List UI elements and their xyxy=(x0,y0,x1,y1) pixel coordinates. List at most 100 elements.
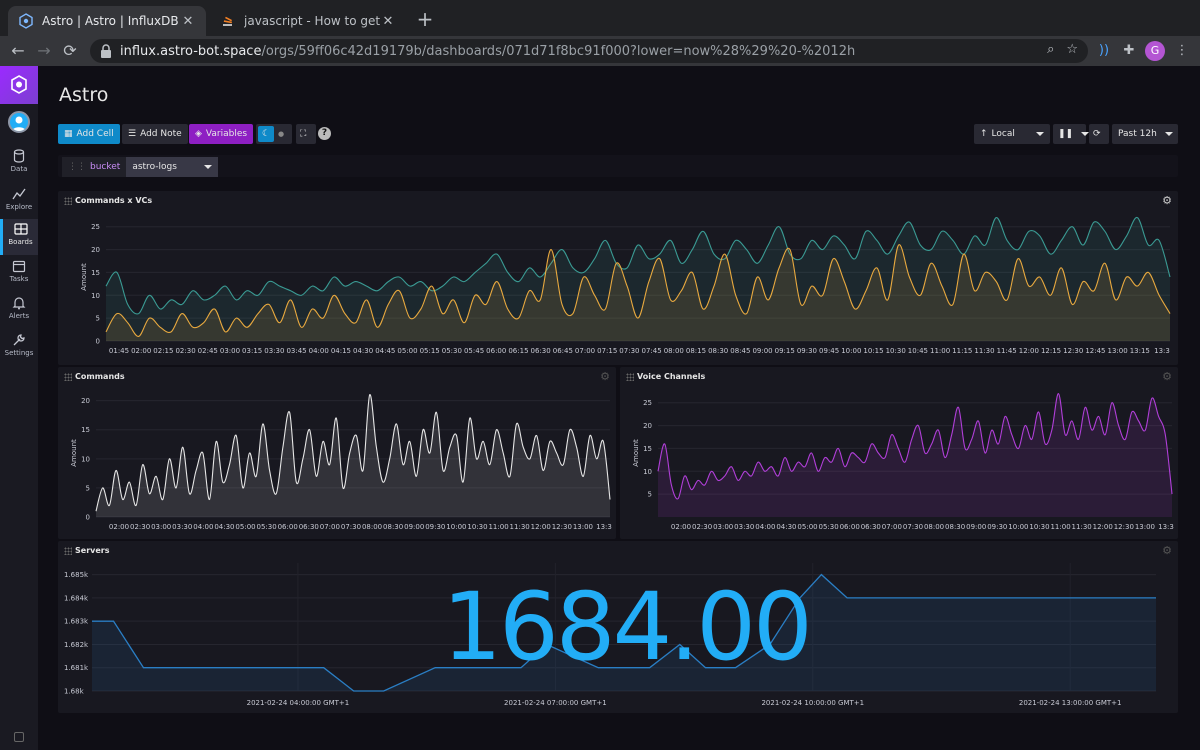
x-tick-label: 05:00 xyxy=(797,523,817,531)
y-tick-label: 1.684k xyxy=(64,594,89,602)
presentation-mode-button[interactable]: ⛶ xyxy=(296,124,316,144)
x-tick-label: 2021-02-24 04:00:00 GMT+1 xyxy=(247,699,350,707)
y-tick-label: 10 xyxy=(81,455,90,463)
add-cell-icon: ▦ xyxy=(64,129,73,139)
timezone-icon: ↑ xyxy=(980,129,988,139)
add-cell-button[interactable]: ▦ Add Cell xyxy=(58,124,120,144)
sidebar-item-data[interactable]: Data xyxy=(0,146,38,182)
x-tick-label: 08:30 xyxy=(708,347,728,355)
y-tick-label: 5 xyxy=(648,491,652,499)
extension-wave-icon[interactable]: )) xyxy=(1098,43,1110,58)
drag-handle-icon[interactable] xyxy=(64,373,72,381)
y-tick-label: 0 xyxy=(86,514,90,522)
refresh-button[interactable]: ⟳ xyxy=(1089,124,1109,144)
pause-icon: ❚❚ xyxy=(1058,129,1074,139)
browser-tab-label: javascript - How to get subarra xyxy=(244,14,380,28)
dashboard-icon xyxy=(13,223,28,235)
add-note-button[interactable]: ☰ Add Note xyxy=(122,124,188,144)
x-tick-label: 12:45 xyxy=(1085,347,1105,355)
variable-bucket-dropdown[interactable]: ⋮⋮ bucket astro-logs xyxy=(62,157,219,177)
timezone-dropdown[interactable]: ↑ Local xyxy=(974,124,1050,144)
x-tick-label: 03:45 xyxy=(286,347,306,355)
browser-tab-stackoverflow[interactable]: javascript - How to get subarra ✕ xyxy=(210,6,406,36)
page-title[interactable]: Astro xyxy=(59,84,109,106)
x-tick-label: 05:30 xyxy=(257,523,277,531)
x-tick-label: 06:30 xyxy=(861,523,881,531)
x-tick-label: 13:3 xyxy=(1154,347,1170,355)
collapse-sidebar-icon[interactable] xyxy=(14,732,24,742)
series-line xyxy=(105,244,1171,337)
user-avatar[interactable] xyxy=(8,111,30,133)
variables-button[interactable]: ◈ Variables xyxy=(189,124,254,144)
x-tick-label: 02:45 xyxy=(198,347,218,355)
x-tick-label: 07:30 xyxy=(903,523,923,531)
cube-icon: ◈ xyxy=(195,129,202,139)
drag-handle-icon[interactable] xyxy=(626,373,634,381)
add-note-label: Add Note xyxy=(140,129,182,139)
autorefresh-dropdown[interactable]: ❚❚ xyxy=(1053,124,1086,144)
x-tick-label: 13:3 xyxy=(596,523,612,531)
x-tick-label: 10:00 xyxy=(446,523,466,531)
moon-icon: ☾ xyxy=(258,126,274,142)
address-bar[interactable]: influx.astro-bot.space/orgs/59ff06c42d19… xyxy=(90,39,1088,63)
sidebar-item-settings[interactable]: Settings xyxy=(0,330,38,366)
y-tick-label: 10 xyxy=(91,292,100,300)
close-tab-icon[interactable]: ✕ xyxy=(182,13,194,29)
cell-voice-channels[interactable]: Voice Channels ⚙ 5 10 15 20 25 Amount 02:00 02:… xyxy=(620,367,1178,539)
x-tick-label: 04:45 xyxy=(375,347,395,355)
gear-icon[interactable]: ⚙ xyxy=(1162,194,1172,207)
x-tick-label: 05:45 xyxy=(464,347,484,355)
gear-icon[interactable]: ⚙ xyxy=(1162,544,1172,557)
forward-arrow-icon[interactable]: → xyxy=(37,41,51,60)
profile-avatar[interactable]: G xyxy=(1145,41,1165,61)
cell-servers[interactable]: Servers ⚙ 1.685k 1.684k 1.683k 1.682k 1.681k… xyxy=(58,541,1178,713)
theme-toggle[interactable]: ☾ ● xyxy=(256,124,292,144)
drag-handle-icon[interactable] xyxy=(64,197,72,205)
x-tick-label: 04:30 xyxy=(776,523,796,531)
y-axis-title: Amount xyxy=(632,439,640,467)
help-icon[interactable]: ? xyxy=(318,127,331,140)
x-tick-label: 06:00 xyxy=(486,347,506,355)
x-tick-label: 12:00 xyxy=(1019,347,1039,355)
browser-tab-influxdb[interactable]: Astro | Astro | InfluxDB ✕ xyxy=(8,6,206,36)
sidebar-item-alerts[interactable]: Alerts xyxy=(0,293,38,329)
bookmark-star-icon[interactable]: ☆ xyxy=(1066,42,1078,57)
y-tick-label: 5 xyxy=(96,315,100,323)
browser-toolbar: ← → ⟳ influx.astro-bot.space/orgs/59ff06… xyxy=(0,36,1200,66)
x-tick-label: 08:15 xyxy=(686,347,706,355)
x-tick-label: 09:00 xyxy=(404,523,424,531)
note-icon: ☰ xyxy=(128,129,137,139)
reload-icon[interactable]: ⟳ xyxy=(63,41,77,60)
menu-kebab-icon[interactable]: ⋮ xyxy=(1175,43,1189,58)
new-tab-plus-icon[interactable]: + xyxy=(416,7,434,31)
x-tick-label: 08:30 xyxy=(945,523,965,531)
sidebar-item-explore[interactable]: Explore xyxy=(0,184,38,220)
close-tab-icon[interactable]: ✕ xyxy=(382,13,394,29)
back-arrow-icon[interactable]: ← xyxy=(11,41,25,60)
cell-commands-x-vcs[interactable]: Commands x VCs ⚙ 0 5 10 15 20 25 Amount 01:45 02… xyxy=(58,191,1178,365)
x-tick-label: 02:00 xyxy=(109,523,129,531)
x-tick-label: 06:30 xyxy=(299,523,319,531)
x-tick-label: 03:30 xyxy=(734,523,754,531)
gear-icon[interactable]: ⚙ xyxy=(600,370,610,383)
y-axis-title: Amount xyxy=(80,263,88,291)
influxdb-logo-icon[interactable] xyxy=(0,66,38,104)
x-tick-label: 09:30 xyxy=(425,523,445,531)
gear-icon[interactable]: ⚙ xyxy=(1162,370,1172,383)
series-line xyxy=(657,393,1173,500)
x-tick-label: 13:00 xyxy=(573,523,593,531)
sidebar-item-boards[interactable]: Boards xyxy=(0,219,38,255)
extensions-puzzle-icon[interactable]: ✚ xyxy=(1123,43,1135,58)
cell-commands[interactable]: Commands ⚙ 0 5 10 15 20 Amount 02:00 02:30 03:00… xyxy=(58,367,616,539)
y-tick-label: 25 xyxy=(91,223,100,231)
x-tick-label: 10:30 xyxy=(886,347,906,355)
lock-icon xyxy=(101,44,111,58)
y-tick-label: 5 xyxy=(86,484,90,492)
sidebar-item-tasks[interactable]: Tasks xyxy=(0,256,38,292)
app-sidebar: Data Explore Boards Tasks Alerts Setting… xyxy=(0,66,38,750)
sidebar-item-label: Explore xyxy=(5,203,33,211)
x-tick-label: 03:30 xyxy=(172,523,192,531)
time-range-dropdown[interactable]: Past 12h xyxy=(1112,124,1178,144)
zoom-magnifier-icon[interactable]: ⌕ xyxy=(1047,42,1055,57)
drag-handle-icon[interactable] xyxy=(64,547,72,555)
